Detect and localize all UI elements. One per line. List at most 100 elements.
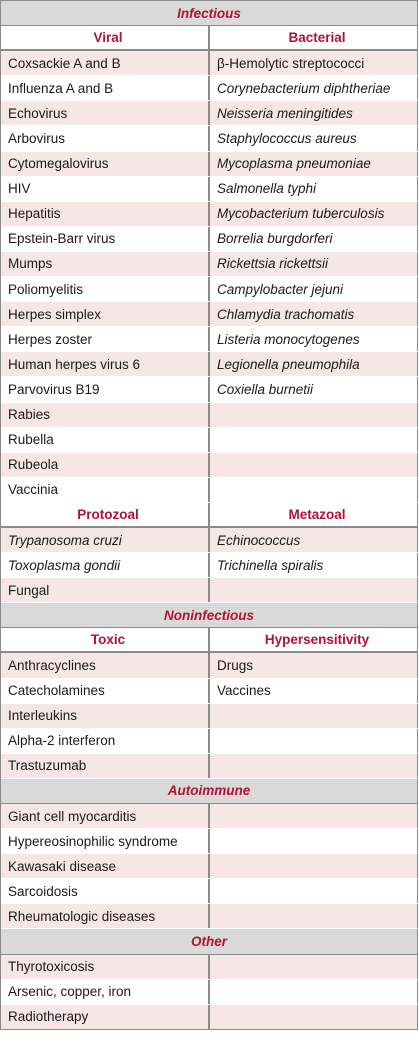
cell-left: Coxsackie A and B — [1, 51, 210, 76]
cell-right: Mycobacterium tuberculosis — [210, 201, 418, 226]
cell-left: Herpes simplex — [1, 302, 210, 327]
column-header-row: Toxic Hypersensitivity — [1, 628, 418, 654]
table-row: HIV Salmonella typhi — [1, 176, 418, 202]
section-header: Noninfectious — [1, 603, 418, 629]
cell-left: Catecholamines — [1, 678, 210, 703]
cell-left: Poliomyelitis — [1, 277, 210, 302]
column-header: Toxic — [1, 628, 210, 652]
cell-right: Corynebacterium diphtheriae — [210, 76, 418, 101]
table-row: Herpes zoster Listeria monocytogenes — [1, 327, 418, 353]
table-row: Epstein-Barr virus Borrelia burgdorferi — [1, 226, 418, 252]
cell-right: Borrelia burgdorferi — [210, 226, 418, 251]
table-row: Thyrotoxicosis — [1, 954, 418, 980]
table-row: Rubella — [1, 427, 418, 453]
cell-right: Listeria monocytogenes — [210, 327, 418, 352]
cell-left: Herpes zoster — [1, 327, 210, 352]
cell-right: Rickettsia rickettsii — [210, 251, 418, 277]
cell-right: Staphylococcus aureus — [210, 126, 418, 151]
table-row: Toxoplasma gondii Trichinella spiralis — [1, 553, 418, 579]
cell-left: Cytomegalovirus — [1, 151, 210, 176]
cell-right: Mycoplasma pneumoniae — [210, 151, 418, 176]
table-row: Echovirus Neisseria meningitides — [1, 101, 418, 127]
cell-left: Radiotherapy — [1, 1004, 210, 1029]
cell-left: Trypanosoma cruzi — [1, 527, 210, 553]
table-row: Catecholamines Vaccines — [1, 678, 418, 704]
cell-left: Hypereosinophilic syndrome — [1, 829, 210, 854]
cell-left: Echovirus — [1, 101, 210, 126]
table-row: Rubeola — [1, 452, 418, 478]
section-header: Other — [1, 929, 418, 955]
table-row: Poliomyelitis Campylobacter jejuni — [1, 277, 418, 303]
cell-right — [210, 703, 418, 728]
cell-left: Parvovirus B19 — [1, 377, 210, 402]
cell-right — [210, 854, 418, 879]
cell-right — [210, 477, 418, 502]
cell-left: Sarcoidosis — [1, 879, 210, 904]
cell-right: β-Hemolytic streptococci — [210, 51, 418, 76]
cell-right — [210, 904, 418, 929]
table-row: Herpes simplex Chlamydia trachomatis — [1, 302, 418, 328]
table-row: Vaccinia — [1, 477, 418, 503]
table-row: Influenza A and B Corynebacterium diphthe… — [1, 76, 418, 102]
cell-left: Anthracyclines — [1, 653, 210, 678]
cell-right — [210, 829, 418, 854]
cell-right — [210, 879, 418, 904]
table-row: Human herpes virus 6 Legionella pneumophi… — [1, 352, 418, 378]
cell-right: Drugs — [210, 653, 418, 678]
cell-left: Human herpes virus 6 — [1, 352, 210, 377]
cell-right: Salmonella typhi — [210, 176, 418, 201]
table-row: Interleukins — [1, 703, 418, 729]
table-row: Rabies — [1, 402, 418, 428]
column-header: Viral — [1, 26, 210, 50]
table-row: Sarcoidosis — [1, 879, 418, 905]
table-row: Arsenic, copper, iron — [1, 979, 418, 1005]
cell-right — [210, 427, 418, 452]
cell-left: Rubella — [1, 427, 210, 452]
cell-left: Alpha-2 interferon — [1, 728, 210, 753]
cell-right: Echinococcus — [210, 527, 418, 553]
cell-left: Rheumatologic diseases — [1, 904, 210, 929]
cell-right — [210, 979, 418, 1004]
cell-left: Toxoplasma gondii — [1, 553, 210, 578]
column-header: Protozoal — [1, 502, 210, 526]
cell-left: Influenza A and B — [1, 76, 210, 101]
cell-right: Coxiella burnetii — [210, 377, 418, 402]
cell-right: Legionella pneumophila — [210, 352, 418, 377]
table-row: Trypanosoma cruzi Echinococcus — [1, 527, 418, 554]
cell-left: HIV — [1, 176, 210, 201]
cell-left: Mumps — [1, 251, 210, 277]
table-row: Giant cell myocarditis — [1, 804, 418, 830]
table-row: Anthracyclines Drugs — [1, 653, 418, 679]
cell-right: Campylobacter jejuni — [210, 277, 418, 302]
cell-right: Vaccines — [210, 678, 418, 703]
cell-right — [210, 1004, 418, 1029]
cell-right — [210, 954, 418, 979]
table-row: Rheumatologic diseases — [1, 904, 418, 930]
table-row: Parvovirus B19 Coxiella burnetii — [1, 377, 418, 403]
table-row: Alpha-2 interferon — [1, 728, 418, 754]
column-header-row: Viral Bacterial — [1, 26, 418, 52]
cell-right — [210, 578, 418, 603]
column-header: Hypersensitivity — [210, 628, 418, 652]
table-row: Arbovirus Staphylococcus aureus — [1, 126, 418, 152]
cell-left: Arsenic, copper, iron — [1, 979, 210, 1004]
table-row: Fungal — [1, 578, 418, 604]
cell-left: Hepatitis — [1, 201, 210, 226]
cell-right — [210, 728, 418, 753]
column-header: Bacterial — [210, 26, 418, 50]
cell-left: Thyrotoxicosis — [1, 954, 210, 979]
table-row: Trastuzumab — [1, 753, 418, 779]
table-row: Radiotherapy — [1, 1004, 418, 1030]
cell-right — [210, 804, 418, 829]
table-row: Hepatitis Mycobacterium tuberculosis — [1, 201, 418, 227]
cell-right — [210, 452, 418, 477]
cell-left: Fungal — [1, 578, 210, 603]
cell-left: Vaccinia — [1, 477, 210, 502]
cell-right: Trichinella spiralis — [210, 553, 418, 578]
section-header: Infectious — [1, 1, 418, 27]
cell-left: Giant cell myocarditis — [1, 804, 210, 829]
cell-left: Rubeola — [1, 452, 210, 477]
table-row: Cytomegalovirus Mycoplasma pneumoniae — [1, 151, 418, 177]
